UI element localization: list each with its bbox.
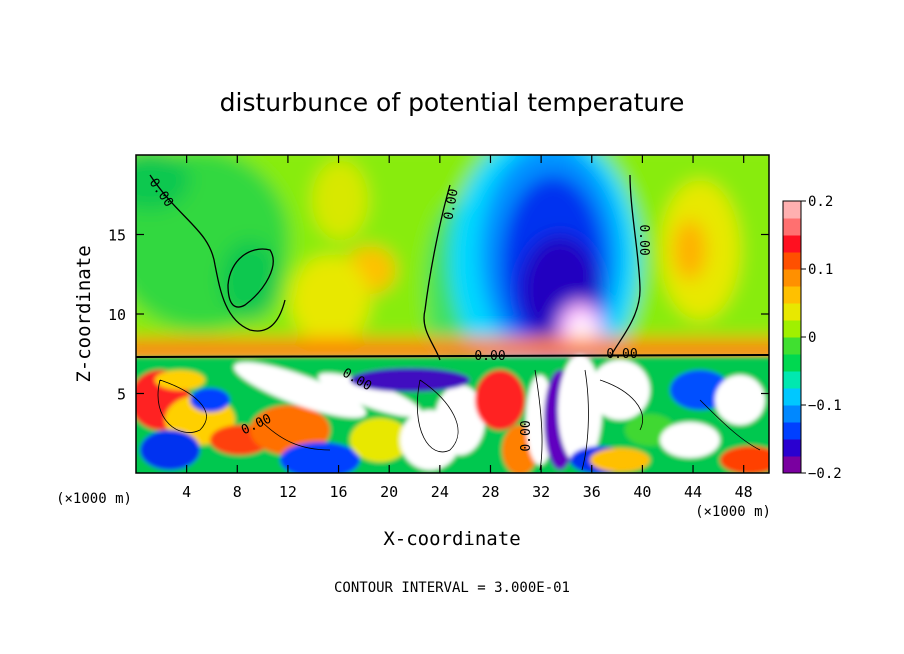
x-unit-left: (×1000 m): [56, 491, 132, 507]
x-axis-label: X-coordinate: [383, 528, 520, 550]
x-tick-label: 36: [583, 483, 601, 501]
colorbar-tick-label: 0: [808, 330, 816, 346]
colorbar-swatch: [783, 269, 801, 287]
x-tick-label: 40: [633, 483, 651, 501]
colorbar: 0.2 0.1 0 −0.1 −0.2: [782, 194, 842, 482]
x-tick-label: 44: [684, 483, 702, 501]
colorbar-swatch: [783, 354, 801, 372]
x-tick-label: 16: [330, 483, 348, 501]
x-unit-right: (×1000 m): [695, 504, 771, 520]
colorbar-tick-label: 0.2: [808, 194, 833, 210]
colorbar-swatch: [783, 371, 801, 389]
colorbar-swatch: [783, 456, 801, 474]
contour-interval-note: CONTOUR INTERVAL = 3.000E-01: [334, 580, 570, 596]
x-tick-label: 8: [233, 483, 242, 501]
colorbar-swatch: [783, 439, 801, 457]
y-tick-label: 10: [108, 306, 126, 324]
x-tick-label: 12: [279, 483, 297, 501]
y-axis-label: Z-coordinate: [73, 245, 95, 382]
heatmap-field: [136, 155, 769, 473]
x-tick-label: 20: [380, 483, 398, 501]
y-tick-label: 15: [108, 227, 126, 245]
colorbar-swatch: [783, 388, 801, 406]
y-tick-label: 5: [117, 386, 126, 404]
x-tick-label: 24: [431, 483, 449, 501]
colorbar-swatch: [783, 320, 801, 338]
x-tick-label: 32: [532, 483, 550, 501]
chart-title: disturbunce of potential temperature: [220, 88, 685, 117]
colorbar-swatch: [783, 286, 801, 304]
colorbar-tick-label: 0.1: [808, 262, 833, 278]
y-axis-ticks: 5 10 15: [108, 227, 769, 404]
x-tick-label: 28: [481, 483, 499, 501]
contour-label: 0.00: [441, 188, 461, 221]
x-tick-label: 48: [735, 483, 753, 501]
contour-label: 0.00: [636, 224, 651, 255]
contour-label: 0.00: [474, 349, 505, 364]
colorbar-swatch: [783, 218, 801, 236]
colorbar-swatch: [783, 252, 801, 270]
x-tick-label: 4: [182, 483, 191, 501]
colorbar-swatch: [783, 422, 801, 440]
contour-label: 0.00: [519, 420, 534, 451]
colorbar-swatch: [783, 303, 801, 321]
x-axis-ticks: 4 8 12 16 20 24 28 32 36 40 44 48: [182, 155, 753, 501]
contour-label: 0.00: [606, 347, 637, 362]
colorbar-tick-label: −0.1: [808, 398, 842, 414]
colorbar-swatch: [783, 235, 801, 253]
colorbar-swatch: [783, 405, 801, 423]
colorbar-tick-label: −0.2: [808, 466, 842, 482]
colorbar-swatch: [783, 337, 801, 355]
colorbar-swatch: [783, 201, 801, 219]
